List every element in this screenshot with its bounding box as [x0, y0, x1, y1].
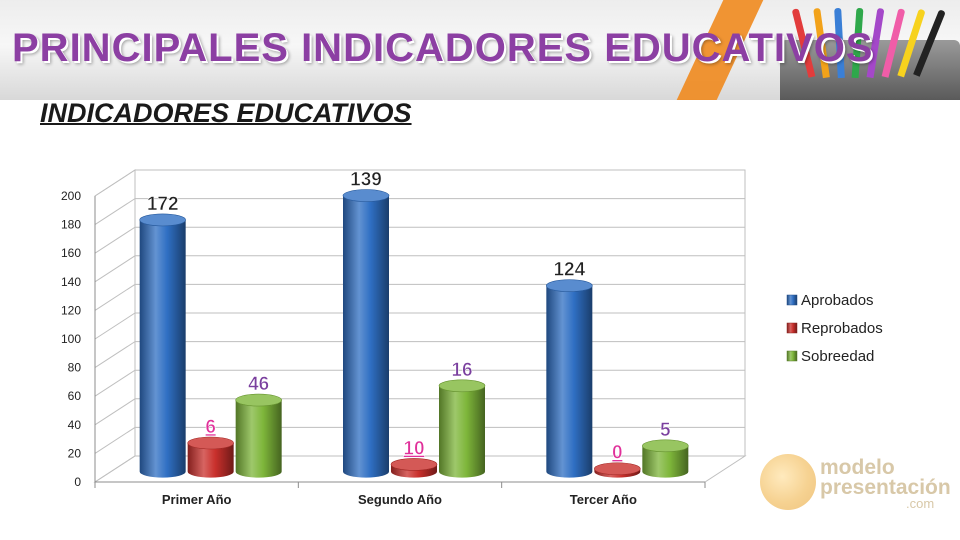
bar-aprobados	[546, 285, 593, 478]
header-banner	[0, 0, 960, 100]
data-label-reprobados: 0	[612, 443, 623, 464]
y-tick-label: 20	[68, 446, 82, 460]
gridline	[94, 312, 745, 340]
legend-label: Reprobados	[801, 320, 883, 337]
bar-sobreedad	[235, 400, 282, 478]
section-subtitle: INDICADORES EDUCATIVOS	[40, 98, 412, 128]
bar-top-aprobados	[546, 279, 593, 292]
y-tick-label: 40	[68, 418, 82, 432]
data-label-sobreedad: 16	[451, 360, 472, 381]
bar-aprobados	[139, 219, 186, 478]
bar-sobreedad	[439, 385, 485, 478]
bar-top-reprobados	[390, 458, 438, 471]
x-tick-label: Tercer Año	[570, 492, 637, 507]
bar-top-sobreedad	[438, 379, 486, 393]
data-label-reprobados: 6	[205, 417, 216, 438]
y-tick-label: 60	[68, 389, 82, 403]
data-label-aprobados: 139	[350, 170, 382, 191]
y-tick-label: 200	[61, 189, 81, 203]
page-title: PRINCIPALES INDICADORES EDUCATIVOS	[12, 26, 874, 70]
y-tick-label: 80	[68, 361, 82, 375]
brand-logo: modelo presentación .com	[760, 450, 955, 520]
data-label-reprobados: 10	[403, 438, 424, 459]
y-tick-label: 180	[61, 218, 81, 232]
gridline	[94, 255, 745, 283]
y-tick-label: 120	[61, 303, 81, 317]
logo-text-line3: .com	[906, 496, 935, 511]
gridline	[94, 283, 745, 311]
legend-label: Sobreedad	[801, 348, 874, 365]
x-tick-label: Segundo Año	[358, 492, 442, 507]
bar-top-sobreedad	[642, 439, 689, 453]
y-tick-label: 0	[74, 475, 81, 489]
bar-top-aprobados	[139, 213, 186, 227]
legend-swatch	[786, 350, 798, 362]
bar-sobreedad	[642, 445, 689, 478]
gridline	[94, 426, 745, 454]
gridline	[94, 369, 745, 397]
gridline	[94, 169, 745, 197]
legend-swatch	[786, 322, 798, 334]
bar-reprobados	[594, 468, 641, 478]
data-label-sobreedad: 46	[248, 374, 269, 395]
data-label-aprobados: 172	[147, 194, 179, 215]
logo-text-line1: modelo	[820, 456, 895, 479]
data-label-sobreedad: 5	[660, 420, 671, 441]
bar-aprobados	[343, 195, 389, 478]
logo-text-line2: presentación	[820, 476, 951, 499]
y-tick-label: 100	[61, 332, 81, 346]
y-tick-label: 160	[61, 246, 81, 260]
gridline	[94, 398, 745, 426]
y-tick-label: 140	[61, 275, 81, 289]
gridline	[94, 455, 745, 483]
bar-top-reprobados	[187, 436, 234, 450]
legend-label: Aprobados	[801, 292, 874, 309]
data-label-aprobados: 124	[553, 260, 585, 281]
gridline	[94, 341, 745, 369]
gridline	[94, 226, 745, 254]
legend-swatch	[786, 294, 798, 306]
gridline	[94, 198, 745, 226]
logo-circle-icon	[760, 454, 816, 510]
x-tick-label: Primer Año	[162, 492, 232, 507]
bar-top-aprobados	[342, 189, 390, 202]
bar-top-reprobados	[594, 462, 641, 476]
bar-reprobados	[187, 443, 234, 478]
bar-top-sobreedad	[235, 393, 282, 407]
bar-reprobados	[391, 464, 437, 478]
